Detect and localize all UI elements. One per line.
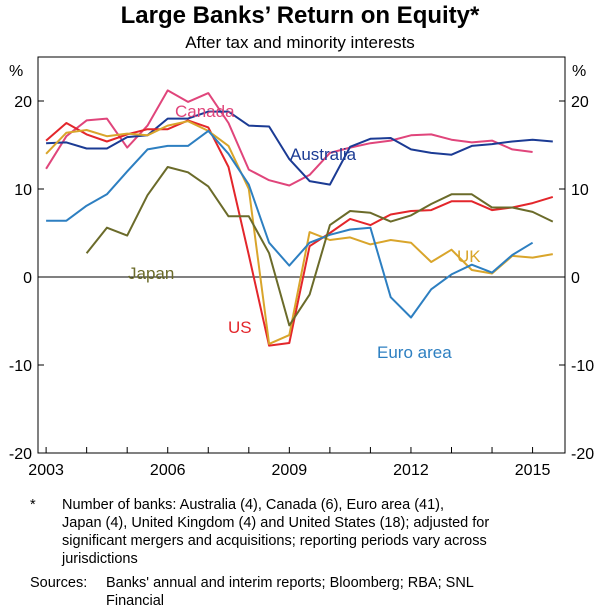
series-label-euro-area: Euro area — [377, 343, 452, 362]
chart-title: Large Banks’ Return on Equity* — [120, 2, 480, 29]
series-labels: Canada Australia US UK Euro area Japan — [128, 102, 481, 362]
x-tick-label: 2003 — [28, 462, 64, 479]
plot-frame — [37, 56, 566, 454]
y-tick-label-right: -20 — [571, 446, 594, 463]
y-tick-label-right: 0 — [571, 270, 580, 287]
sources-text: Banks' annual and interim reports; Bloom… — [106, 574, 590, 610]
y-tick-label-left: -10 — [9, 358, 32, 375]
series-line-australia — [46, 110, 553, 186]
footnotes: * Number of banks: Australia (4), Canada… — [30, 496, 590, 610]
footnote-line: Japan (4), United Kingdom (4) and United… — [62, 515, 490, 531]
x-tick-label: 2012 — [393, 462, 429, 479]
series-group — [45, 89, 554, 347]
y-tick-label-right: 10 — [571, 182, 589, 199]
y-tick-label-left: 10 — [14, 182, 32, 199]
y-tick-label-right: -10 — [571, 358, 594, 375]
sources-note: Sources: Banks' annual and interim repor… — [30, 574, 590, 610]
x-tick-label: 2006 — [150, 462, 186, 479]
y-unit-left: % — [9, 63, 23, 80]
series-line-euro-area — [46, 129, 534, 319]
x-ticks: 2003 2006 2009 2012 2015 — [28, 447, 550, 479]
sources-line: Financial — [106, 593, 165, 609]
x-tick-label: 2015 — [515, 462, 551, 479]
footnote-text: Number of banks: Australia (4), Canada (… — [62, 496, 590, 568]
y-tick-label-left: 0 — [23, 270, 32, 287]
series-line-canada — [45, 89, 533, 187]
y-unit-right: % — [572, 63, 586, 80]
series-label-japan: Japan — [128, 264, 174, 283]
y-ticks-left: -20 -10 0 10 20 — [9, 94, 44, 463]
footnote-line: significant mergers and acquisitions; re… — [62, 533, 487, 549]
chart-subtitle: After tax and minority interests — [185, 33, 415, 52]
series-label-canada: Canada — [175, 102, 235, 121]
footnote-note: * Number of banks: Australia (4), Canada… — [30, 496, 590, 568]
y-tick-label-left: 20 — [14, 94, 32, 111]
y-tick-label-left: -20 — [9, 446, 32, 463]
footnote-line: Number of banks: Australia (4), Canada (… — [62, 497, 445, 513]
footnote-marker: * — [30, 497, 36, 513]
sources-marker: Sources: — [30, 575, 88, 591]
y-tick-label-right: 20 — [571, 94, 589, 111]
sources-line: Banks' annual and interim reports; Bloom… — [106, 575, 474, 591]
x-tick-label: 2009 — [272, 462, 308, 479]
footnote-line: jurisdictions — [62, 551, 138, 567]
series-label-uk: UK — [457, 247, 481, 266]
series-label-us: US — [228, 318, 252, 337]
y-ticks-right: -20 -10 0 10 20 — [559, 94, 594, 463]
series-label-australia: Australia — [290, 145, 357, 164]
series-line-japan — [85, 166, 554, 327]
